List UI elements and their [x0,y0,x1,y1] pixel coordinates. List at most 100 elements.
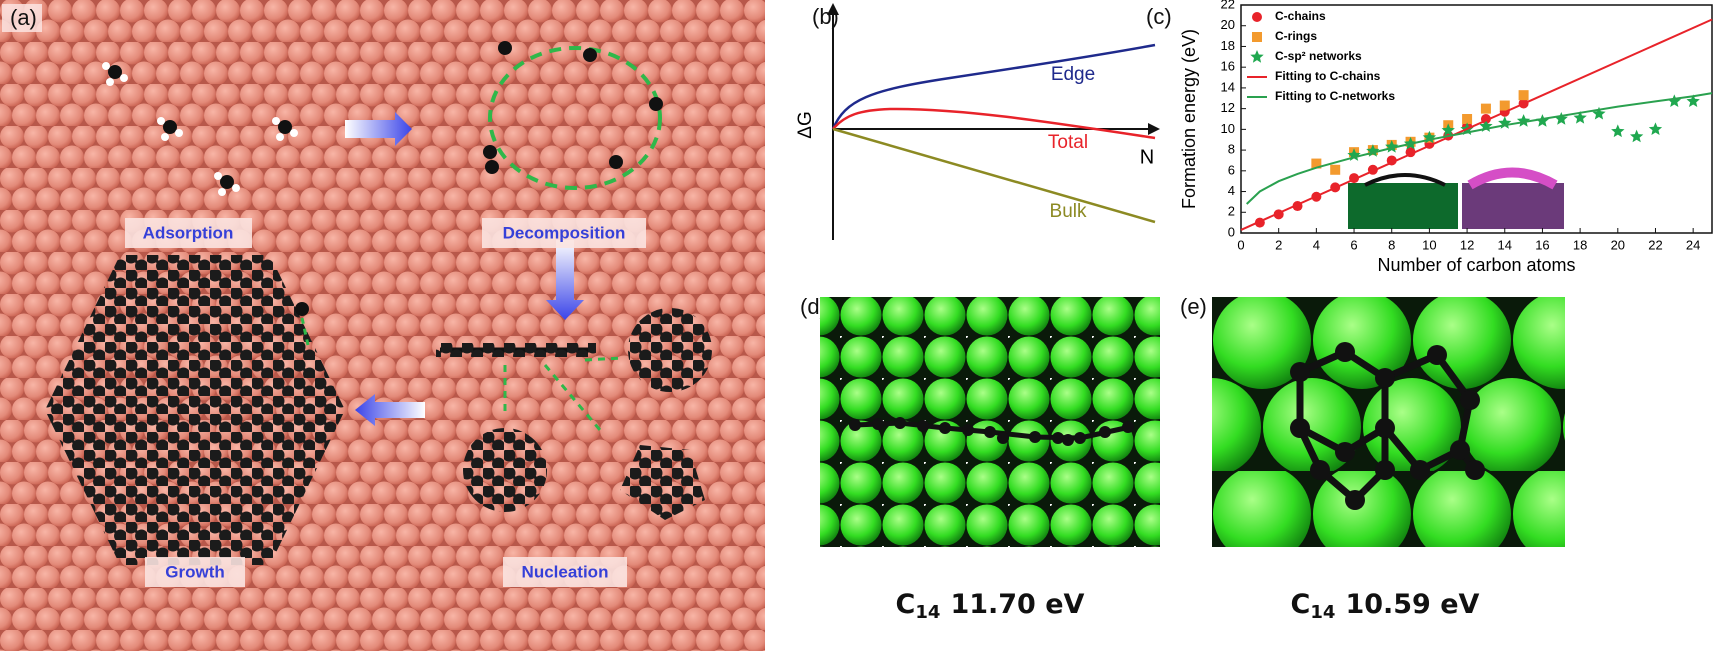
y-tick-label: 20 [1221,17,1235,32]
c-atom [220,175,234,189]
c-atom [872,418,884,430]
point [1499,100,1510,111]
inset-network [1467,167,1558,190]
h-atom [218,188,226,196]
caption-energy: 10.59 eV [1345,589,1479,620]
point [1311,158,1322,169]
point [1554,112,1568,125]
c-atom [483,145,497,159]
green-arrow [543,364,602,431]
y-tick-label: 6 [1228,162,1235,177]
panel-b: (b) ΔG N Edge Total Bulk [795,3,1160,240]
x-tick-label: 22 [1648,237,1662,252]
x-tick-label: 10 [1422,237,1436,252]
caption-energy: 11.70 eV [950,589,1084,620]
c-atom [1410,460,1430,480]
stage-label: Growth [165,562,225,581]
point [1518,90,1529,101]
y-axis-label: Formation energy (eV) [1179,29,1199,209]
green-arrows [503,356,623,431]
total-curve [832,107,1156,140]
c-atom [583,48,597,62]
x-tick-label: 0 [1237,237,1244,252]
arrow [355,394,425,426]
point [1592,106,1606,120]
c-atom [917,420,929,432]
curve-label: Total [1048,132,1088,153]
c-atom [894,417,906,429]
x-tick-label: 16 [1535,237,1549,252]
x-tick-label: 24 [1686,237,1700,252]
h-atom [272,117,280,125]
legend-label: Fitting to C-networks [1275,89,1395,103]
fit-line [1240,18,1713,231]
caption-species: C [896,589,916,620]
methane-molecules [108,65,292,189]
legend-label: Fitting to C-chains [1275,69,1381,83]
y-tick-label: 10 [1221,121,1235,136]
point [1441,123,1455,137]
caption-species: C [1291,589,1311,620]
c-atom [1460,390,1480,410]
x-tick-label: 6 [1350,237,1357,252]
h-atom [157,117,165,125]
legend-label: C-sp² networks [1275,49,1362,63]
c-atom [163,120,177,134]
c-atom [939,422,951,434]
ring-atoms [1290,342,1485,510]
x-tick-label: 4 [1313,237,1320,252]
c-atom [1345,490,1365,510]
point [1480,103,1491,114]
c-atom [1335,442,1355,462]
point [1366,144,1380,157]
c-atom [1052,432,1064,444]
plot-frame [1240,4,1713,234]
point [1330,164,1341,175]
c-atom [962,424,974,436]
x-tick-label: 18 [1573,237,1587,252]
curve-label: Bulk [1050,201,1087,222]
y-axis-label: ΔG [795,111,816,138]
c-atom [278,120,292,134]
h-atom [232,184,240,192]
y-tick-label: 22 [1221,0,1235,11]
h-atom [276,133,284,141]
point [1648,122,1663,135]
c-atom [1375,368,1395,388]
c-atom [1375,418,1395,438]
c-atom [1290,362,1310,382]
x-tick-label: 20 [1611,237,1625,252]
panel-e: (e) C14 10.59 eV [1180,294,1565,623]
caption-subscript: 14 [1310,602,1335,623]
legend-marker [1252,12,1262,22]
c-atom [609,155,623,169]
y-tick-label: 16 [1221,59,1235,74]
c-atom [984,426,996,438]
x-tick-label: 12 [1460,237,1474,252]
panel-label: (a) [10,5,37,30]
curve-label: Edge [1051,64,1095,85]
stage-box [125,218,252,248]
point [1667,94,1681,107]
caption: C14 10.59 eV [1291,589,1480,624]
x-axis-label: N [1140,146,1154,168]
panel-d: (d) C14 11.70 eV [800,294,1160,623]
stage-label: Nucleation [522,562,609,581]
c-atom [649,97,663,111]
inset-ring [1364,173,1446,187]
c-atom [849,419,861,431]
cycle-arrow [488,46,662,190]
chain-atoms [849,417,1134,446]
stage-label: Decomposition [503,223,626,242]
axis-arrow [1148,123,1160,135]
c-atom [1465,460,1485,480]
bulk-curve [832,127,1156,224]
c-atom [485,160,499,174]
c-atom [1450,440,1470,460]
arrow [345,112,412,146]
point [1686,94,1700,107]
inset-substrate [1462,183,1564,229]
label-box [2,4,42,32]
legend-marker [1252,32,1262,42]
